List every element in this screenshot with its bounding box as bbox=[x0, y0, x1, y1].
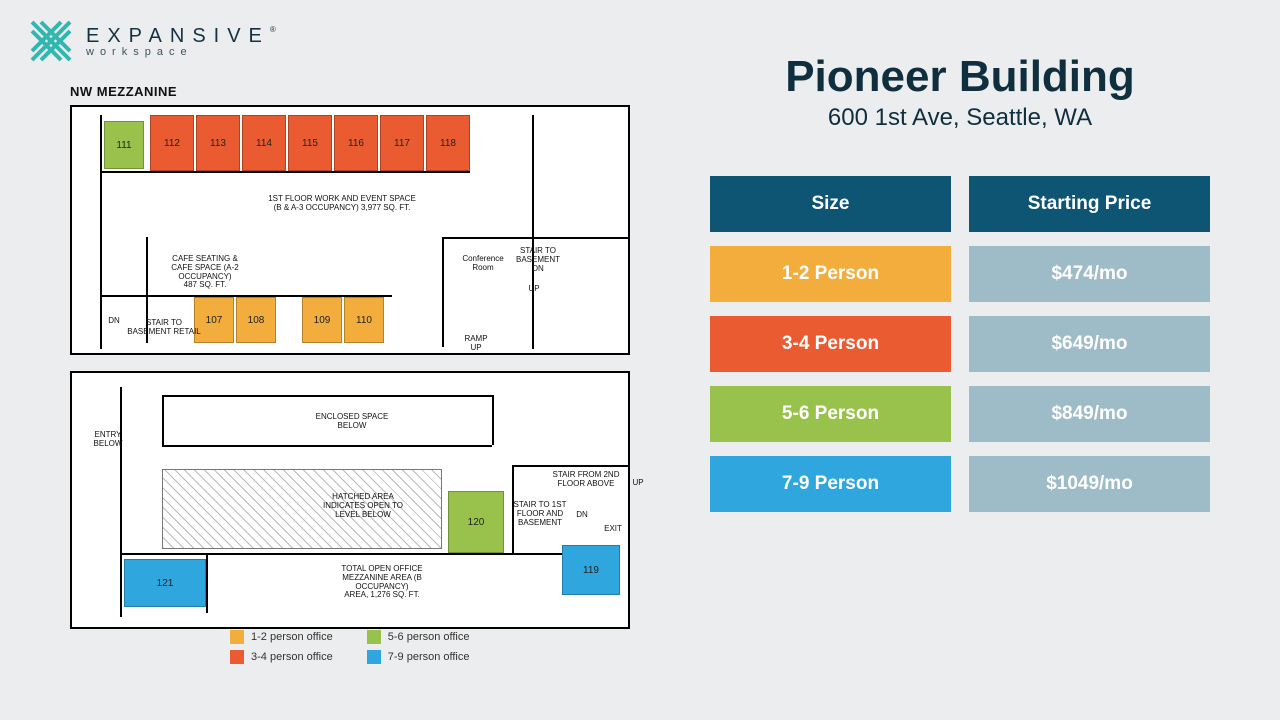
plan-text: UP bbox=[628, 479, 648, 488]
room-111: 111 bbox=[104, 121, 144, 169]
pricing-price-cell: $649/mo bbox=[969, 316, 1210, 372]
floorplan-label: NW MEZZANINE bbox=[70, 84, 630, 99]
floorplan-upper: 1111121131141151161171181071081091101ST … bbox=[70, 105, 630, 355]
room-116: 116 bbox=[334, 115, 378, 171]
plan-text: CAFE SEATING & CAFE SPACE (A-2 OCCUPANCY… bbox=[150, 255, 260, 290]
pricing-header-size: Size bbox=[710, 176, 951, 232]
plan-text: ENCLOSED SPACE BELOW bbox=[222, 413, 482, 431]
legend-label: 1-2 person office bbox=[251, 631, 333, 643]
pricing-size-cell: 5-6 Person bbox=[710, 386, 951, 442]
pricing-price-cell: $849/mo bbox=[969, 386, 1210, 442]
legend-item: 7-9 person office bbox=[367, 650, 470, 664]
brand-logo: EXPANSIVE® workspace bbox=[28, 18, 276, 64]
pricing-size-cell: 7-9 Person bbox=[710, 456, 951, 512]
floorplan-lower: 120 119 121 ENCLOSED SPACE BELOW ENTRY BELOW… bbox=[70, 371, 630, 629]
room-110: 110 bbox=[344, 297, 384, 343]
plan-text: TOTAL OPEN OFFICE MEZZANINE AREA (B OCCU… bbox=[312, 565, 452, 600]
plan-text: ENTRY BELOW bbox=[86, 431, 130, 449]
brand-name: EXPANSIVE® bbox=[86, 25, 276, 48]
room-120: 120 bbox=[448, 491, 504, 553]
plan-text: STAIR TO BASEMENT RETAIL bbox=[124, 319, 204, 337]
room-112: 112 bbox=[150, 115, 194, 171]
room-119: 119 bbox=[562, 545, 620, 595]
plan-text: STAIR TO BASEMENT DN bbox=[516, 247, 560, 273]
room-113: 113 bbox=[196, 115, 240, 171]
legend-label: 7-9 person office bbox=[388, 651, 470, 663]
logo-mark-icon bbox=[28, 18, 74, 64]
legend-item: 1-2 person office bbox=[230, 630, 333, 644]
legend-swatch bbox=[367, 650, 381, 664]
pricing-price-cell: $474/mo bbox=[969, 246, 1210, 302]
plan-text: Conference Room bbox=[448, 255, 518, 273]
plan-text: STAIR TO 1ST FLOOR AND BASEMENT bbox=[508, 501, 572, 527]
room-117: 117 bbox=[380, 115, 424, 171]
room-118: 118 bbox=[426, 115, 470, 171]
legend-swatch bbox=[230, 650, 244, 664]
legend-swatch bbox=[367, 630, 381, 644]
plan-text: STAIR FROM 2ND FLOOR ABOVE bbox=[546, 471, 626, 489]
page-title: Pioneer Building bbox=[710, 52, 1210, 102]
plan-text: DN bbox=[104, 317, 124, 326]
pricing-header-price: Starting Price bbox=[969, 176, 1210, 232]
pricing-size-cell: 3-4 Person bbox=[710, 316, 951, 372]
pricing-price-cell: $1049/mo bbox=[969, 456, 1210, 512]
plan-text: 1ST FLOOR WORK AND EVENT SPACE (B & A-3 … bbox=[242, 195, 442, 213]
legend-item: 5-6 person office bbox=[367, 630, 470, 644]
plan-text: UP bbox=[524, 285, 544, 294]
legend: 1-2 person office 5-6 person office 3-4 pe… bbox=[230, 630, 470, 664]
pricing-table: Size Starting Price 1-2 Person $474/mo 3-4 P… bbox=[710, 176, 1210, 512]
plan-text: RAMP UP bbox=[456, 335, 496, 353]
room-115: 115 bbox=[288, 115, 332, 171]
brand-subname: workspace bbox=[86, 46, 276, 58]
page-subtitle: 600 1st Ave, Seattle, WA bbox=[710, 104, 1210, 132]
plan-text: EXIT bbox=[598, 525, 628, 534]
legend-label: 5-6 person office bbox=[388, 631, 470, 643]
plan-text: HATCHED AREA INDICATES OPEN TO LEVEL BEL… bbox=[298, 493, 428, 519]
room-108: 108 bbox=[236, 297, 276, 343]
plan-text: DN bbox=[572, 511, 592, 520]
room-109: 109 bbox=[302, 297, 342, 343]
room-121: 121 bbox=[124, 559, 206, 607]
legend-item: 3-4 person office bbox=[230, 650, 333, 664]
legend-label: 3-4 person office bbox=[251, 651, 333, 663]
legend-swatch bbox=[230, 630, 244, 644]
pricing-size-cell: 1-2 Person bbox=[710, 246, 951, 302]
room-114: 114 bbox=[242, 115, 286, 171]
